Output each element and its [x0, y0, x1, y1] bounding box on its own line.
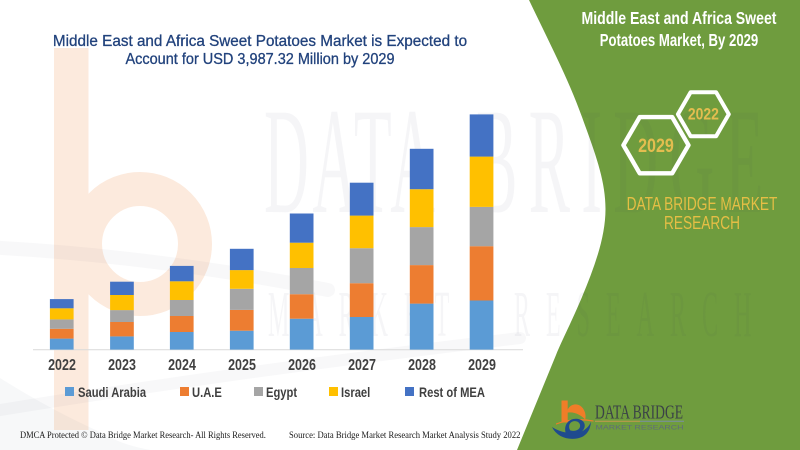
svg-text:RESEARCH: RESEARCH [514, 278, 767, 351]
svg-text:BRIDGE: BRIDGE [476, 78, 775, 246]
svg-text:MARKET RESEARCH: MARKET RESEARCH [596, 424, 684, 431]
svg-text:2029: 2029 [638, 136, 674, 157]
svg-text:2022: 2022 [688, 106, 719, 124]
svg-text:DATA BRIDGE: DATA BRIDGE [595, 401, 683, 423]
